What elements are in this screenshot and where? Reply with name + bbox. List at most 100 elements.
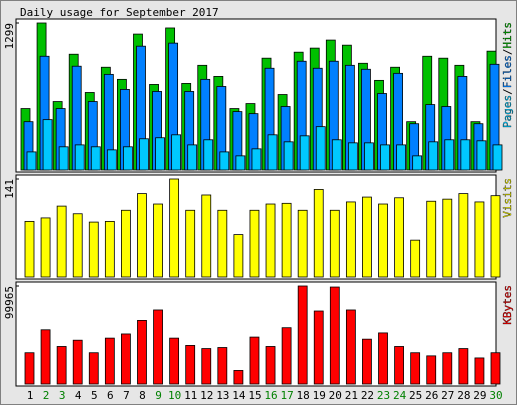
legend: Visits [501,178,514,218]
bar [249,336,260,385]
bar [74,144,85,171]
bar [412,155,423,171]
bar [315,126,326,171]
legend-entry: Pages [501,95,514,128]
bar [474,201,485,278]
bar [458,348,469,385]
bar [40,217,51,278]
x-tick-label: 17 [280,389,293,402]
bar [169,337,180,385]
bar [106,149,117,171]
x-tick-label: 21 [345,389,358,402]
bar [396,144,406,171]
bar [362,338,372,385]
bar [185,209,196,278]
bar [249,209,260,278]
bar [72,339,83,385]
bar [121,209,131,278]
bar [364,142,374,171]
x-tick-label: 12 [200,389,213,402]
bar [104,220,115,278]
bar [24,220,35,278]
legend: Pages/Files/Hits [501,22,514,128]
x-tick-label: 5 [91,389,98,402]
bar [72,213,83,278]
bar [378,203,388,278]
bar [458,193,469,278]
legend: KBytes [501,285,514,325]
x-tick-label: 14 [232,389,246,402]
x-tick-label: 3 [59,389,66,402]
bar [56,346,67,385]
bar [426,200,437,278]
bar [155,137,165,171]
x-tick-label: 15 [248,389,261,402]
bar [187,144,198,171]
bar [90,146,101,171]
x-tick-label: 18 [297,389,310,402]
bar [474,357,485,385]
bar [394,346,404,385]
bar [121,333,131,385]
bar [203,139,214,171]
bar [297,285,308,385]
bar [219,151,230,171]
bar [171,134,182,171]
legend-entry: Visits [501,178,514,218]
legend-separator: / [501,49,514,56]
bar [281,327,292,385]
x-tick-label: 23 [377,389,390,402]
bar [88,352,99,385]
legend-entry: KBytes [501,285,514,325]
bar [185,345,196,385]
x-tick-label: 16 [264,389,277,402]
x-tick-label: 29 [473,389,486,402]
bar [233,234,244,278]
bar [56,205,67,278]
bar [476,140,487,171]
bar [153,203,163,278]
bar [299,135,310,171]
x-tick-label: 22 [361,389,374,402]
bar [137,193,147,278]
y-tick-label: 99965 [3,286,16,319]
bar [378,332,388,385]
bar [362,196,372,278]
bar [313,310,324,385]
bar [460,139,471,171]
legend-entry: Files [501,55,514,88]
bar [40,329,51,385]
bar [492,144,503,171]
bar [104,337,115,385]
x-tick-label: 28 [457,389,470,402]
bar [380,144,390,171]
bar [42,119,53,171]
x-tick-label: 1 [27,389,34,402]
bar [490,195,501,278]
bar [153,309,163,385]
bar [313,189,324,278]
y-tick-label: 141 [3,179,16,199]
bar [345,309,356,385]
x-tick-label: 6 [107,389,114,402]
x-tick-label: 8 [139,389,146,402]
bar [442,198,453,278]
bar [233,370,244,385]
bar [88,221,99,278]
bar [137,320,147,385]
bar [235,155,246,171]
x-tick-label: 30 [489,389,502,402]
bar [24,352,35,385]
bar [428,141,439,171]
bar [265,346,276,385]
chart-title: Daily usage for September 2017 [20,6,219,19]
bar [297,209,308,278]
bar [283,141,294,171]
x-tick-label: 2 [43,389,50,402]
x-tick-label: 20 [329,389,342,402]
x-tick-label: 26 [425,389,438,402]
bar [426,355,437,385]
bar [169,178,180,278]
bar [58,146,69,171]
